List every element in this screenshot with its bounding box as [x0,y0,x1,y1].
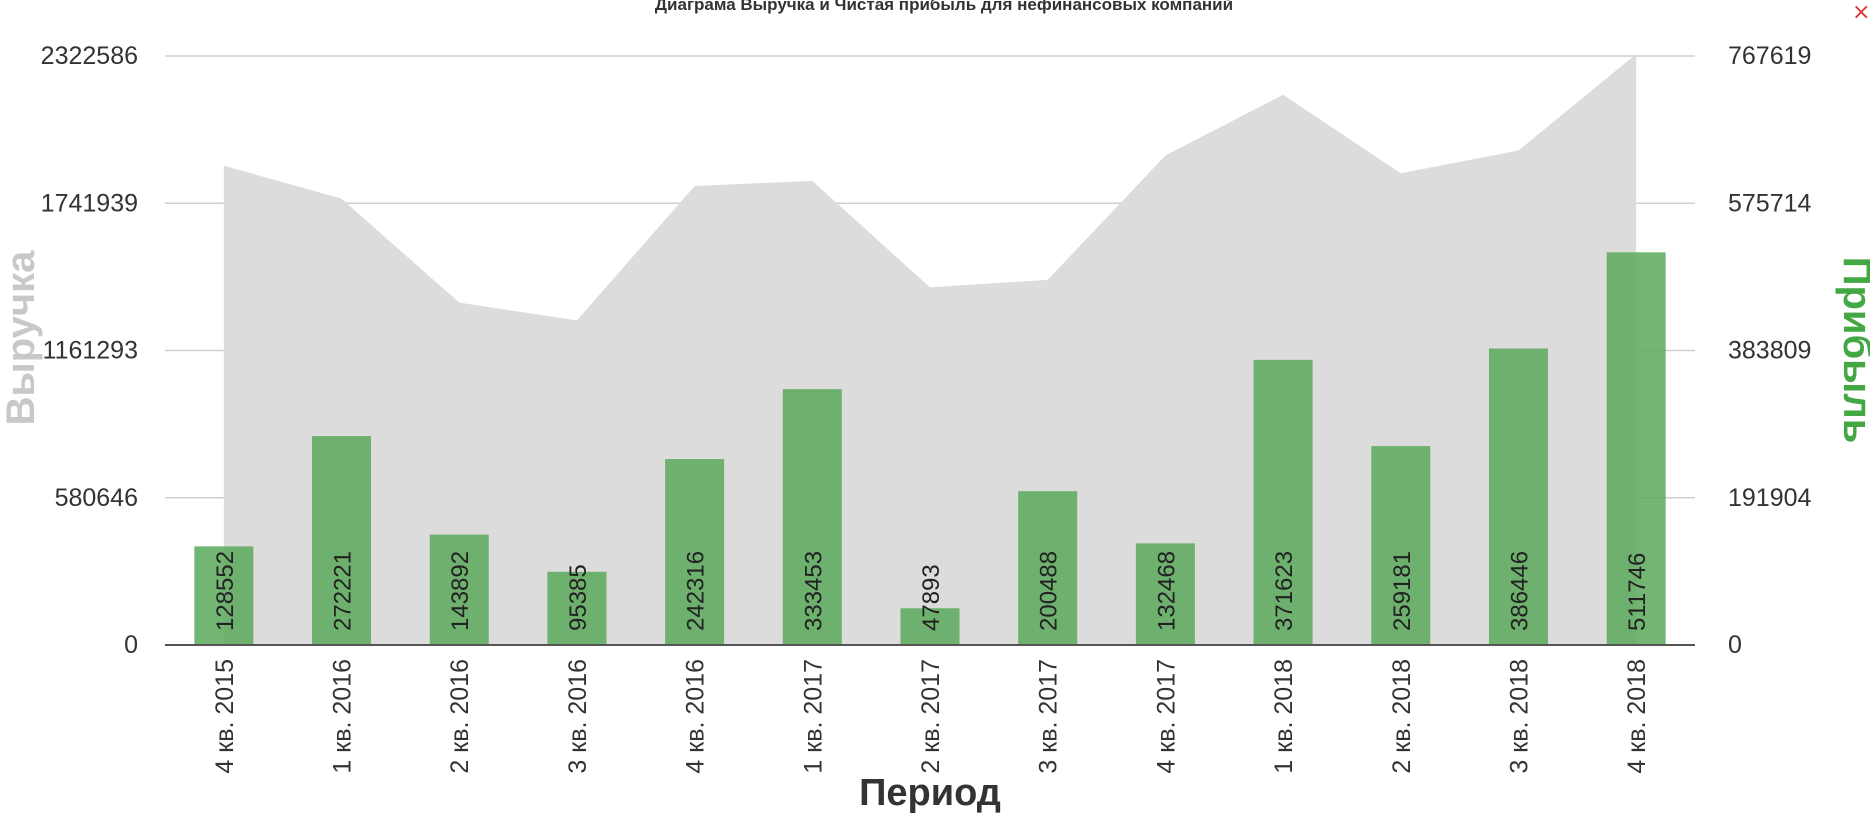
profit-bar [1488,348,1548,645]
x-tick-label: 3 кв. 2016 [564,659,592,774]
profit-bar-value-label: 200488 [1036,551,1063,631]
profit-bar [547,571,607,645]
profit-bar [900,608,960,645]
x-tick-label: 1 кв. 2018 [1270,659,1298,774]
profit-bar-value-label: 132468 [1153,551,1180,631]
profit-bar [312,436,372,645]
x-tick-label: 3 кв. 2017 [1035,659,1063,774]
x-tick-label: 4 кв. 2017 [1152,659,1180,774]
x-tick-label: 2 кв. 2016 [446,659,474,774]
y-left-tick-label: 580646 [55,484,138,512]
profit-bar [194,546,254,645]
y-left-tick-label: 2322586 [41,42,138,70]
x-tick-label: 4 кв. 2016 [682,659,710,774]
x-tick-label: 3 кв. 2018 [1505,659,1533,774]
y-right-tick-label: 575714 [1728,189,1812,217]
profit-bar [665,459,725,645]
profit-bar-value-label: 128552 [212,551,239,631]
profit-bar-value-label: 259181 [1389,551,1416,631]
profit-bar-value-label: 371623 [1271,551,1298,631]
profit-bar-value-label: 47893 [918,564,945,631]
y-left-tick-label: 1161293 [43,337,138,365]
x-tick-label: 1 кв. 2016 [329,659,357,774]
profit-bar-value-label: 511746 [1624,553,1651,631]
close-icon[interactable]: × [1852,0,1870,25]
profit-bar [1606,252,1666,646]
profit-bar-value-label: 272221 [330,551,357,631]
profit-bar-value-label: 95385 [565,564,592,631]
profit-bar [1018,491,1078,645]
y-left-tick-label: 0 [124,631,138,659]
profit-bar [1371,446,1431,645]
profit-bar [1135,543,1195,645]
profit-bar [1253,359,1313,645]
x-axis-label: Период [859,772,1001,814]
y-left-tick-label: 1741939 [41,189,138,217]
profit-bar-value-label: 242316 [683,551,710,631]
y-axis-right-label: Прибыль [1835,257,1870,444]
profit-bars-layer: 128552 272221 143892 95385 242316 333453 47893… [194,252,1666,646]
profit-bar-value-label: 386446 [1506,551,1533,631]
profit-bar [429,534,489,645]
y-right-tick-label: 383809 [1728,337,1811,365]
y-axis-left-label: Выручка [0,250,43,425]
axes-layer: 0 580646 1161293 1741939 2322586 0 191904 38380… [41,42,1812,774]
x-tick-label: 4 кв. 2018 [1623,659,1651,774]
y-right-tick-label: 191904 [1728,484,1812,512]
chart-title: Диаграма Выручка и Чистая прибыль для не… [655,0,1233,14]
profit-bar-value-label: 333453 [800,551,827,631]
x-tick-label: 1 кв. 2017 [799,659,827,774]
x-tick-label: 4 кв. 2015 [211,659,239,774]
profit-bar-value-label: 143892 [447,551,474,631]
y-right-tick-label: 767619 [1728,42,1811,70]
profit-bar [782,389,842,645]
x-tick-label: 2 кв. 2018 [1388,659,1416,774]
x-tick-label: 2 кв. 2017 [917,659,945,774]
y-right-tick-label: 0 [1728,631,1742,659]
